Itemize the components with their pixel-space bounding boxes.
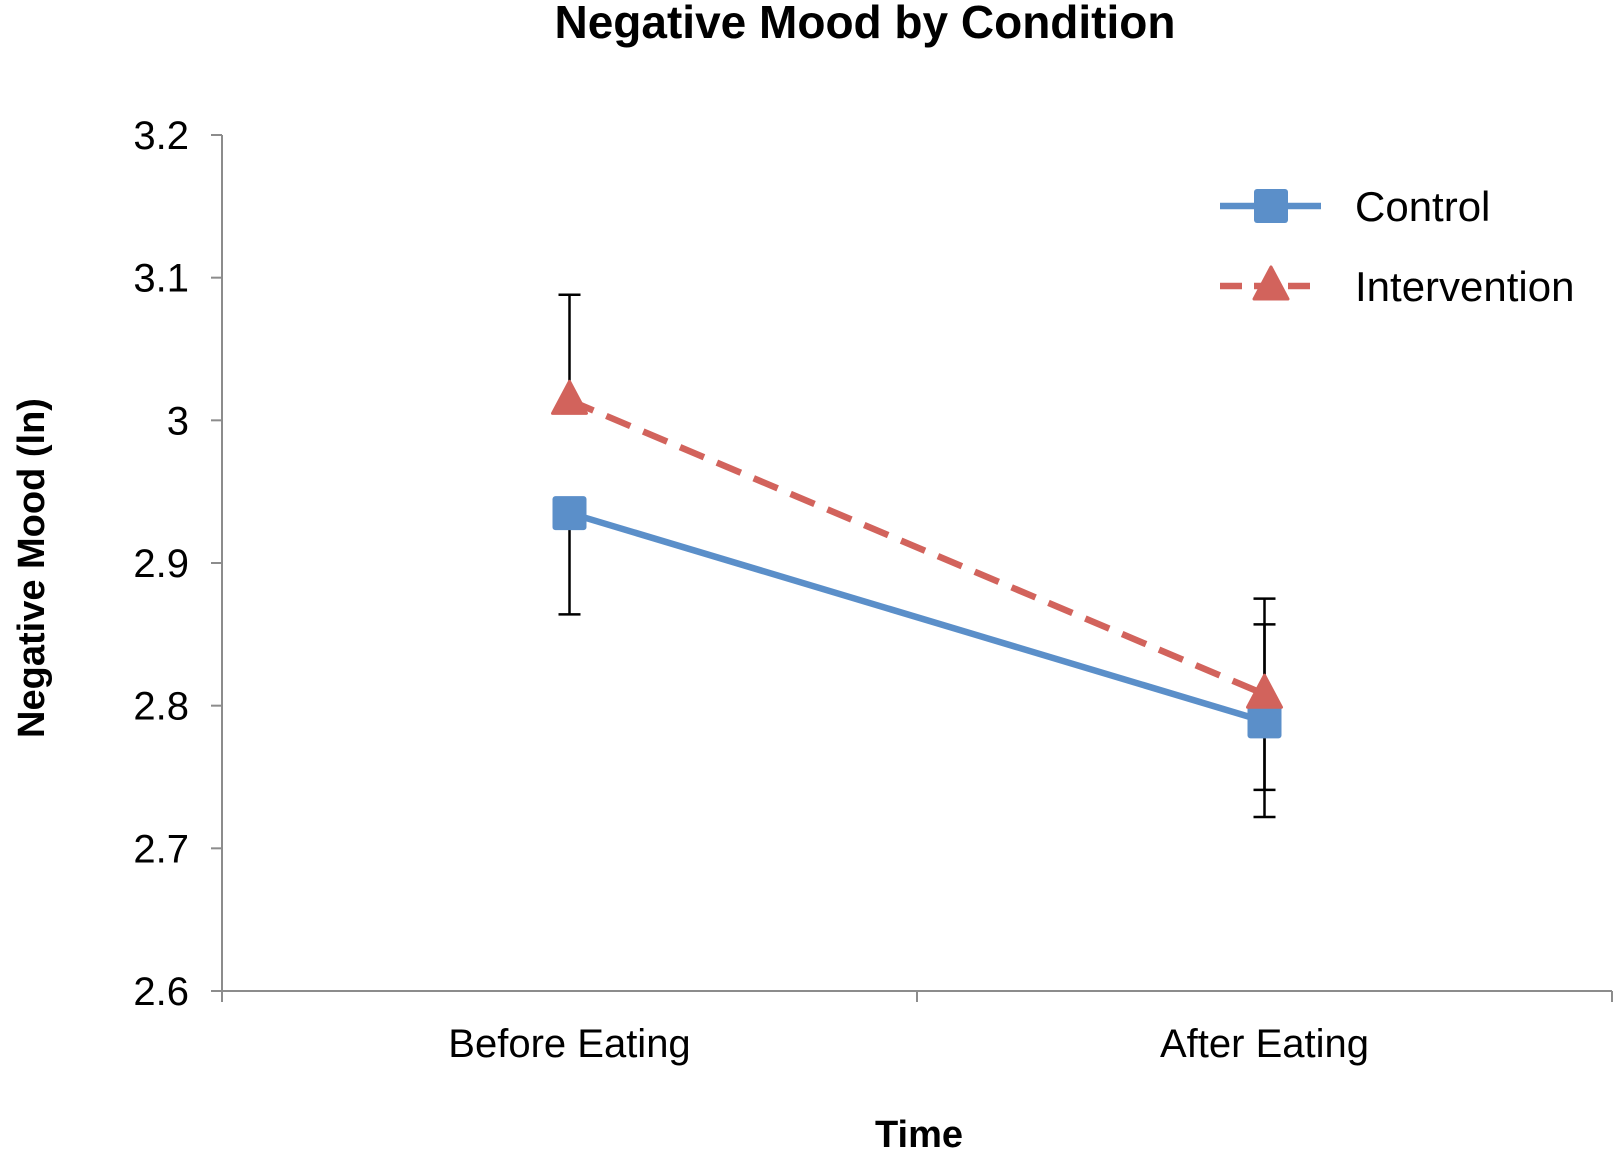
y-tick-label: 3.2 xyxy=(133,114,189,158)
y-tick-label: 2.7 xyxy=(133,827,189,871)
x-tick-label: Before Eating xyxy=(448,1022,690,1066)
chart-title: Negative Mood by Condition xyxy=(555,0,1176,48)
legend-label-intervention: Intervention xyxy=(1355,263,1574,310)
data-point-control xyxy=(1247,704,1282,739)
series-line-intervention xyxy=(568,397,1266,698)
y-tick-label: 3.1 xyxy=(133,257,189,301)
data-point-intervention xyxy=(1246,673,1283,709)
legend-marker-intervention xyxy=(1252,265,1290,301)
y-axis-ticks: 2.6 2.7 2.8 2.9 3 3.1 3.2 xyxy=(133,114,222,1014)
series-layer xyxy=(551,293,1283,819)
legend: Control Intervention xyxy=(1220,183,1574,310)
series-line-control xyxy=(568,509,1266,725)
x-tick-label: After Eating xyxy=(1160,1022,1369,1066)
y-tick-label: 3 xyxy=(167,399,189,443)
y-axis-title: Negative Mood (ln) xyxy=(11,398,53,738)
y-tick-label: 2.8 xyxy=(133,685,189,729)
y-tick-label: 2.9 xyxy=(133,542,189,586)
legend-marker-control xyxy=(1254,189,1288,223)
y-tick-label: 2.6 xyxy=(133,970,189,1014)
x-axis-title: Time xyxy=(875,1114,963,1154)
data-point-intervention xyxy=(551,379,588,415)
legend-label-control: Control xyxy=(1355,183,1490,230)
x-axis-ticks: Before Eating After Eating xyxy=(221,991,1613,1066)
data-point-control xyxy=(552,496,587,531)
